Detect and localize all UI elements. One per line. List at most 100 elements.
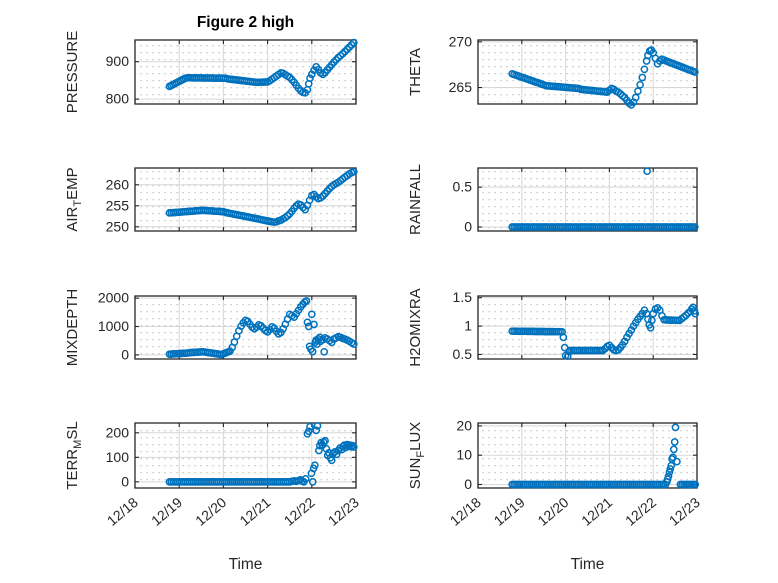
ytick-label: 100 — [106, 449, 130, 465]
ytick-label: 0 — [464, 476, 472, 492]
data-point — [616, 90, 625, 98]
ylabel-part: SUN — [407, 458, 424, 490]
ytick-label: 200 — [106, 424, 130, 440]
data-point — [636, 80, 644, 89]
data-point — [664, 472, 673, 481]
ytick-label: 0 — [121, 346, 129, 362]
ylabel-part: AIR — [64, 206, 81, 231]
ytick-label: 270 — [449, 33, 473, 49]
data-point — [338, 49, 347, 58]
ylabel-part: RAINFALL — [407, 164, 424, 235]
data-series-h2omixra — [508, 303, 700, 361]
data-point — [559, 333, 568, 342]
ytick-label: 0.5 — [453, 346, 473, 362]
data-point — [669, 453, 677, 462]
ylabel-part: H2OMIXRA — [407, 288, 424, 366]
data-series-theta — [508, 46, 699, 109]
data-point — [307, 70, 316, 79]
data-point — [643, 167, 651, 176]
data-point — [660, 56, 668, 64]
axes-box — [134, 422, 357, 489]
ytick-label: 20 — [456, 417, 472, 433]
ylabel-part: LUX — [407, 422, 424, 451]
ytick-label: 0 — [464, 219, 472, 235]
ylabel-part: M — [72, 440, 84, 449]
data-point — [303, 318, 312, 327]
ytick-label: 900 — [106, 53, 130, 69]
ytick-label: 255 — [106, 197, 130, 213]
ylabel-mixdepth: MIXDEPTH — [64, 289, 81, 367]
data-series-terr-msl — [165, 422, 358, 486]
data-point — [648, 316, 656, 325]
data-point — [345, 43, 354, 51]
data-point — [349, 340, 358, 348]
ylabel-sun-flux: SUNFLUX — [407, 422, 427, 490]
subplot-h2omixra: 0.5 1 1.5 H2OMIXRA — [407, 288, 700, 367]
data-point — [348, 441, 357, 450]
ylabel-terr-msl: TERRMSL — [64, 421, 84, 489]
data-point — [349, 167, 358, 176]
ylabel-h2omixra: H2OMIXRA — [407, 288, 424, 366]
data-point — [690, 68, 699, 76]
data-point — [640, 65, 649, 74]
data-point — [313, 422, 322, 430]
axes-box — [134, 295, 357, 360]
data-point — [670, 438, 679, 446]
ytick-label: 0 — [121, 473, 129, 489]
data-point — [283, 212, 292, 220]
ylabel-part: TERR — [64, 449, 81, 490]
ylabel-part: EMP — [64, 167, 81, 200]
ylabel-part: SL — [64, 421, 81, 439]
data-point — [308, 478, 317, 486]
ytick-label: 265 — [449, 79, 473, 95]
subplot-rainfall: 0 0.5 RAINFALL — [407, 164, 699, 235]
ytick-label: 260 — [106, 176, 130, 192]
data-point — [321, 436, 329, 445]
data-point — [690, 223, 699, 231]
ytick-label: 800 — [106, 91, 130, 107]
minor-grid-dots — [481, 170, 694, 229]
data-point — [307, 310, 316, 319]
data-point — [563, 352, 572, 361]
data-point — [623, 333, 631, 342]
subplot-pressure: 800 900 PRESSURE — [64, 31, 358, 114]
data-point — [304, 427, 313, 436]
data-series-mixdepth — [165, 297, 358, 359]
axes-box — [134, 39, 357, 105]
ylabel-air-temp: AIRTEMP — [64, 167, 84, 231]
time-axis-label: Time — [571, 556, 605, 573]
data-point — [302, 297, 311, 305]
axes-box — [134, 167, 357, 232]
figure-title: Figure 2 high — [197, 14, 294, 31]
ylabel-theta: THETA — [407, 48, 424, 96]
ylabel-part: F — [415, 451, 427, 458]
ylabel-rainfall: RAINFALL — [407, 164, 424, 235]
subplot-air-temp: 250 255 260 AIRTEMP — [64, 167, 358, 234]
data-point — [620, 337, 629, 346]
data-point — [332, 55, 340, 64]
data-series-rainfall — [508, 167, 699, 231]
data-point — [634, 87, 642, 96]
ytick-label: 1.5 — [453, 289, 473, 305]
data-point — [605, 341, 614, 350]
data-point — [646, 323, 655, 332]
data-point — [565, 347, 573, 356]
minor-grid-dots — [138, 425, 353, 486]
data-point — [349, 38, 358, 47]
ylabel-part: T — [72, 200, 84, 207]
data-point — [329, 449, 337, 458]
data-point — [627, 326, 636, 334]
data-point — [311, 461, 319, 470]
time-axis-label: Time — [229, 556, 263, 573]
data-point — [691, 480, 700, 489]
ytick-label: 1 — [464, 318, 472, 334]
data-series-sun-flux — [508, 423, 700, 489]
minor-grid-dots — [138, 298, 353, 357]
ylabel-pressure: PRESSURE — [64, 31, 81, 114]
data-point — [306, 422, 314, 431]
data-point — [310, 320, 318, 329]
ytick-label: 1000 — [98, 318, 129, 334]
